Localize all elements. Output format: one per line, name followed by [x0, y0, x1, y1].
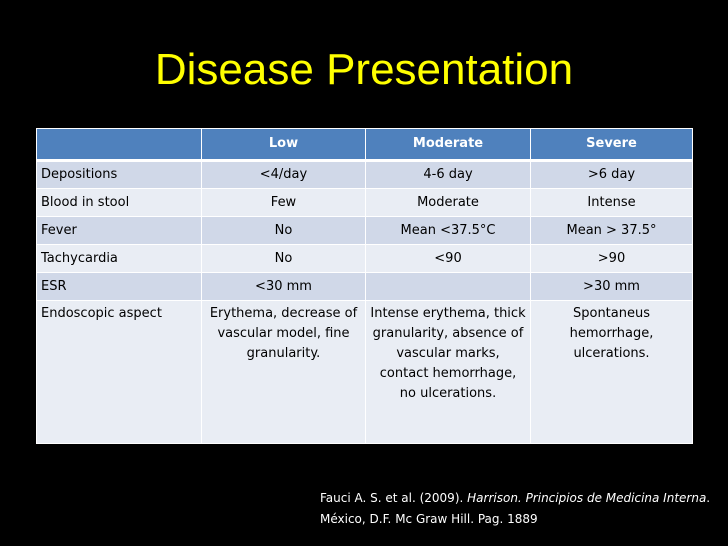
table-cell: Erythema, decrease of vascular model, fi… — [201, 300, 366, 444]
table-cell: <90 — [365, 244, 531, 273]
table-row: Blood in stool Few Moderate Intense — [36, 188, 693, 217]
table-cell: Few — [201, 188, 366, 217]
header-cell-moderate: Moderate — [365, 128, 531, 162]
table-header-row: Low Moderate Severe — [36, 128, 693, 162]
table-cell: Mean <37.5°C — [365, 216, 531, 245]
row-label: Tachycardia — [36, 244, 202, 273]
row-label: Blood in stool — [36, 188, 202, 217]
row-label: ESR — [36, 272, 202, 301]
reference-citation: Fauci A. S. et al. (2009). Harrison. Pri… — [320, 488, 720, 530]
table-cell: >6 day — [530, 160, 693, 189]
table-cell: >90 — [530, 244, 693, 273]
row-label: Fever — [36, 216, 202, 245]
table-row: Fever No Mean <37.5°C Mean > 37.5° — [36, 216, 693, 245]
table-row: Depositions <4/day 4-6 day >6 day — [36, 160, 693, 189]
table-cell: Intense erythema, thick granularity, abs… — [365, 300, 531, 444]
disease-presentation-table: Low Moderate Severe Depositions <4/day 4… — [36, 128, 693, 444]
row-label: Depositions — [36, 160, 202, 189]
reference-authors: Fauci A. S. et al. (2009). — [320, 491, 464, 505]
table-cell — [365, 272, 531, 301]
table-cell: Intense — [530, 188, 693, 217]
header-cell-blank — [36, 128, 202, 162]
table-cell: Mean > 37.5° — [530, 216, 693, 245]
table-cell: <4/day — [201, 160, 366, 189]
table-cell: Spontaneus hemorrhage, ulcerations. — [530, 300, 693, 444]
table-cell: >30 mm — [530, 272, 693, 301]
table-cell: 4-6 day — [365, 160, 531, 189]
header-cell-severe: Severe — [530, 128, 693, 162]
reference-publisher: . México, D.F. Mc Graw Hill. Pag. 1889 — [320, 491, 711, 526]
table-cell: No — [201, 244, 366, 273]
reference-book-title: Harrison. Principios de Medicina Interna — [467, 491, 707, 505]
row-label: Endoscopic aspect — [36, 300, 202, 444]
table-row: Tachycardia No <90 >90 — [36, 244, 693, 273]
table-cell: No — [201, 216, 366, 245]
slide-title: Disease Presentation — [154, 45, 574, 94]
table-row: Endoscopic aspect Erythema, decrease of … — [36, 300, 693, 444]
table-cell: <30 mm — [201, 272, 366, 301]
table-row: ESR <30 mm >30 mm — [36, 272, 693, 301]
table-cell: Moderate — [365, 188, 531, 217]
header-cell-low: Low — [201, 128, 366, 162]
